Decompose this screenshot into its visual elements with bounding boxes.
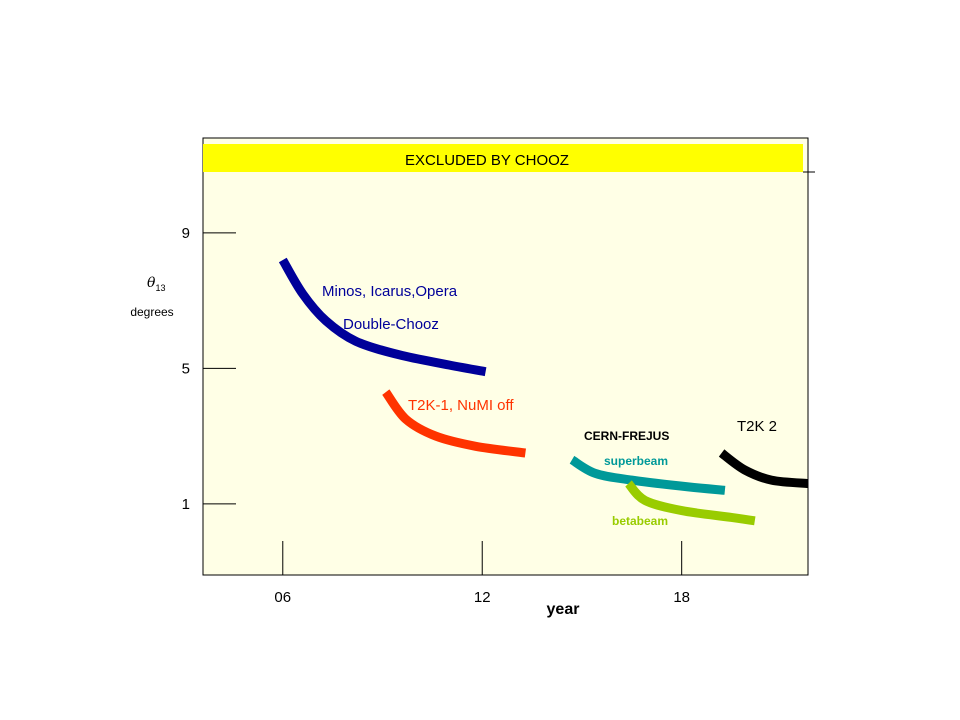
plot-area	[202, 137, 809, 576]
series-curve-2	[569, 455, 726, 495]
y-tick-label: 5	[182, 360, 190, 377]
series-group-label-cern-frejus: CERN-FREJUS	[584, 429, 669, 443]
y-axis-units: degrees	[130, 305, 173, 319]
series-layer	[278, 257, 809, 526]
x-tick-label: 18	[673, 589, 690, 606]
series-label-t2k2: T2K 2	[737, 418, 777, 435]
series-curve-3	[625, 480, 756, 526]
series-label-betabeam: betabeam	[612, 514, 668, 528]
x-axis: 06 12 18	[274, 541, 690, 606]
x-axis-label: year	[547, 601, 580, 618]
x-tick-label: 12	[474, 589, 491, 606]
x-tick-label: 06	[274, 589, 291, 606]
series-label-superbeam: superbeam	[604, 454, 668, 468]
y-axis-label-symbol: θ	[147, 275, 156, 291]
y-tick-label: 9	[182, 225, 190, 242]
y-tick-label: 1	[182, 496, 190, 513]
series-label-minos: Minos, Icarus,Opera	[322, 283, 458, 300]
y-axis-label: θ13	[147, 275, 165, 293]
series-label-double-chooz: Double-Chooz	[343, 316, 439, 333]
series-label-t2k1: T2K-1, NuMI off	[408, 397, 514, 414]
series-curve-1	[382, 389, 526, 458]
series-curve-0	[278, 257, 487, 377]
y-axis: 9 5 1	[182, 225, 236, 513]
excluded-band-label: EXCLUDED BY CHOOZ	[405, 152, 569, 169]
y-axis-label-subscript: 13	[155, 283, 165, 293]
excluded-band	[203, 144, 803, 172]
series-curve-4	[718, 449, 809, 488]
series-labels: Minos, Icarus,Opera Double-Chooz T2K-1, Nu…	[322, 283, 777, 528]
